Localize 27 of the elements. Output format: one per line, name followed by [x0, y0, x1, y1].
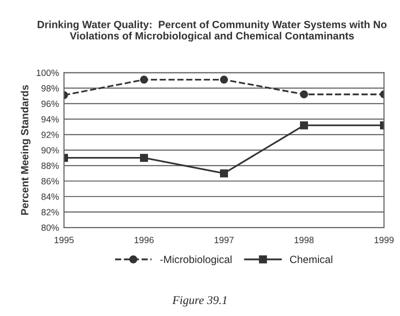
y-tick-label: 86%: [41, 178, 59, 184]
chart-title: Drinking Water Quality: Percent of Community Water Systems with No Violations of Microbiological and Chemical Contaminants: [38, 20, 387, 42]
point: [300, 90, 308, 98]
point: [140, 154, 148, 162]
y-tick-label: 96%: [41, 100, 59, 108]
point: [220, 169, 228, 178]
point: [300, 121, 308, 130]
point: [140, 76, 148, 84]
x-tick-label: 1995: [54, 236, 74, 244]
y-tick-label: 98%: [41, 85, 59, 92]
point: [220, 76, 228, 84]
y-tick-label: 82%: [41, 209, 59, 216]
x-tick-label: 1997: [214, 236, 234, 244]
x-tick-label: 1999: [374, 236, 394, 244]
x-tick-label: 1998: [294, 236, 314, 244]
y-tick-label: 94%: [41, 116, 59, 122]
y-tick-label: 92%: [41, 132, 59, 138]
x-tick-label: 1996: [134, 236, 154, 244]
y-tick-label: 100%: [36, 70, 59, 76]
legend-label: -Microbiological: [160, 255, 232, 266]
y-tick-label: 80%: [41, 224, 59, 231]
y-tick-label: 88%: [41, 162, 59, 169]
y-tick-label: 90%: [41, 147, 59, 154]
y-axis-title: Percent Meeing Standards: [20, 85, 30, 215]
legend-label: Chemical: [290, 255, 332, 264]
caption: Figure 39.1: [172, 296, 226, 307]
y-tick-label: 84%: [41, 194, 59, 200]
